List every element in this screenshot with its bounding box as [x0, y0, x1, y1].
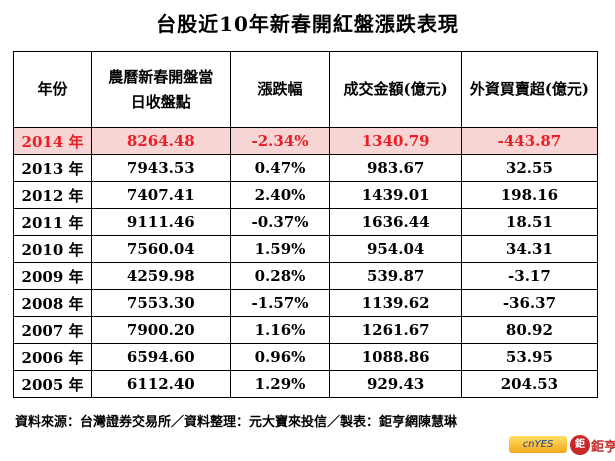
cell-foreign: -36.37 [460, 289, 599, 317]
cell-foreign: 198.16 [460, 181, 599, 209]
cell-volume: 1139.62 [329, 289, 462, 317]
cell-volume: 1439.01 [329, 181, 462, 209]
cell-foreign: 18.51 [460, 208, 599, 236]
table-header-row: 年份 農曆新春開盤當日收盤點 漲跌幅 成交金額(億元) 外資買賣超(億元) [12, 51, 599, 128]
cell-volume: 539.87 [329, 262, 462, 290]
cnyes-logo: cnYES 鉅 鉅亨網 [509, 434, 615, 456]
cell-change: 0.96% [229, 343, 331, 371]
cell-change: -2.34% [229, 127, 331, 155]
header-close: 農曆新春開盤當日收盤點 [91, 51, 231, 128]
table-row: 2011 年 9111.46 -0.37% 1636.44 18.51 [12, 208, 599, 236]
cell-volume: 954.04 [329, 235, 462, 263]
table-row: 2005 年 6112.40 1.29% 929.43 204.53 [12, 370, 599, 398]
cell-volume: 929.43 [329, 370, 462, 398]
cell-close: 8264.48 [91, 127, 231, 155]
table-row: 2007 年 7900.20 1.16% 1261.67 80.92 [12, 316, 599, 344]
cell-change: -0.37% [229, 208, 331, 236]
header-volume: 成交金額(億元) [329, 51, 462, 128]
cell-year: 2010 年 [12, 235, 93, 263]
table-row: 2008 年 7553.30 -1.57% 1139.62 -36.37 [12, 289, 599, 317]
table-row: 2013 年 7943.53 0.47% 983.67 32.55 [12, 154, 599, 182]
header-foreign: 外資買賣超(億元) [460, 51, 599, 128]
cell-year: 2012 年 [12, 181, 93, 209]
cell-year: 2005 年 [12, 370, 93, 398]
cell-year: 2014 年 [12, 127, 93, 155]
cell-close: 6112.40 [91, 370, 231, 398]
cell-foreign: -443.87 [460, 127, 599, 155]
table-row: 2009 年 4259.98 0.28% 539.87 -3.17 [12, 262, 599, 290]
cell-close: 6594.60 [91, 343, 231, 371]
page-title: 台股近10年新春開紅盤漲跌表現 [156, 12, 459, 36]
cell-year: 2006 年 [12, 343, 93, 371]
cell-close: 7553.30 [91, 289, 231, 317]
cell-foreign: 80.92 [460, 316, 599, 344]
cell-volume: 1340.79 [329, 127, 462, 155]
table-row: 2012 年 7407.41 2.40% 1439.01 198.16 [12, 181, 599, 209]
cell-change: 2.40% [229, 181, 331, 209]
cnyes-logo-badge: cnYES [509, 436, 567, 453]
cell-year: 2008 年 [12, 289, 93, 317]
header-year: 年份 [12, 51, 93, 128]
cell-close: 9111.46 [91, 208, 231, 236]
table-row: 2014 年 8264.48 -2.34% 1340.79 -443.87 [12, 127, 599, 155]
cell-foreign: -3.17 [460, 262, 599, 290]
cell-volume: 1636.44 [329, 208, 462, 236]
cell-year: 2009 年 [12, 262, 93, 290]
cell-foreign: 53.95 [460, 343, 599, 371]
cell-year: 2007 年 [12, 316, 93, 344]
cell-foreign: 32.55 [460, 154, 599, 182]
cell-close: 4259.98 [91, 262, 231, 290]
cell-change: -1.57% [229, 289, 331, 317]
cell-volume: 983.67 [329, 154, 462, 182]
market-table: 年份 農曆新春開盤當日收盤點 漲跌幅 成交金額(億元) 外資買賣超(億元) 20… [12, 51, 599, 398]
cell-change: 1.59% [229, 235, 331, 263]
cell-close: 7943.53 [91, 154, 231, 182]
table-row: 2010 年 7560.04 1.59% 954.04 34.31 [12, 235, 599, 263]
cnyes-logo-text: 鉅亨網 [591, 440, 615, 455]
cell-foreign: 204.53 [460, 370, 599, 398]
cell-year: 2013 年 [12, 154, 93, 182]
cell-close: 7407.41 [91, 181, 231, 209]
cnyes-logo-mark: 鉅 [570, 435, 590, 455]
cell-close: 7900.20 [91, 316, 231, 344]
cell-volume: 1261.67 [329, 316, 462, 344]
cell-foreign: 34.31 [460, 235, 599, 263]
cell-year: 2011 年 [12, 208, 93, 236]
cell-change: 1.29% [229, 370, 331, 398]
cell-change: 1.16% [229, 316, 331, 344]
cell-change: 0.28% [229, 262, 331, 290]
source-footnote: 資料來源：台灣證券交易所／資料整理：元大寶來投信／製表：鉅亨網陳慧琳 [15, 415, 458, 430]
table-row: 2006 年 6594.60 0.96% 1088.86 53.95 [12, 343, 599, 371]
header-change: 漲跌幅 [229, 51, 331, 128]
cell-volume: 1088.86 [329, 343, 462, 371]
cell-close: 7560.04 [91, 235, 231, 263]
cell-change: 0.47% [229, 154, 331, 182]
